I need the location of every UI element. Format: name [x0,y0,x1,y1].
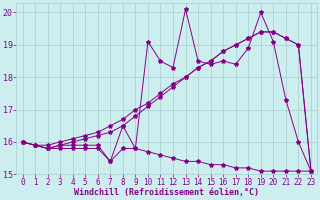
X-axis label: Windchill (Refroidissement éolien,°C): Windchill (Refroidissement éolien,°C) [74,188,259,197]
